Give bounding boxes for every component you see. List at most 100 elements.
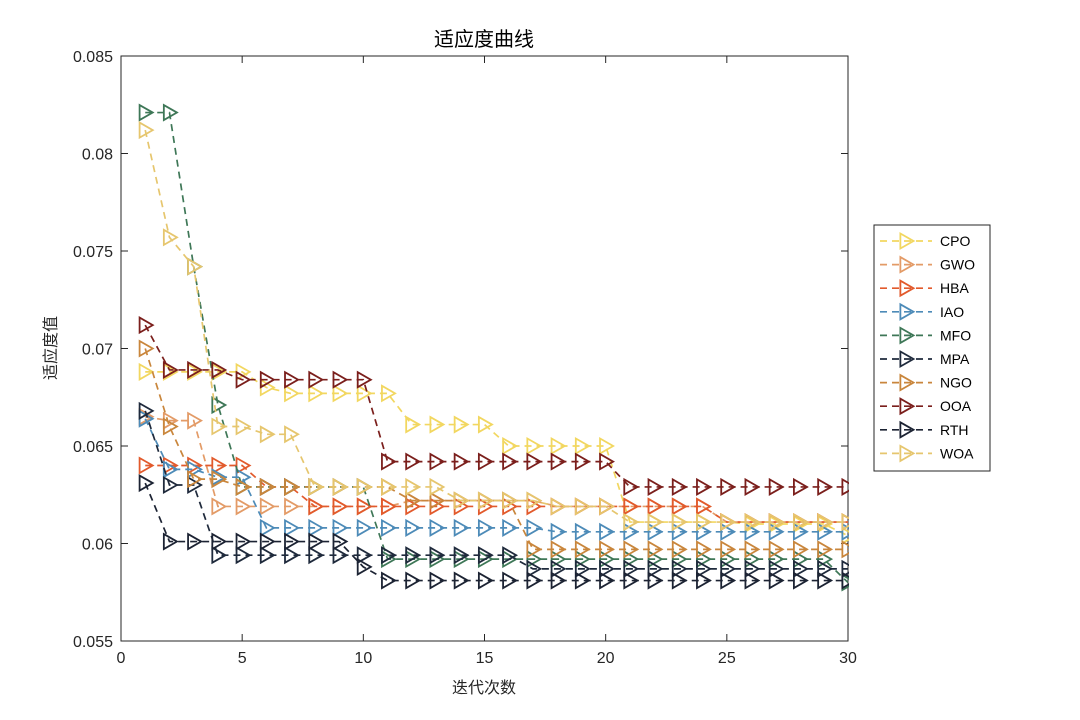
data-point-marker xyxy=(502,518,519,537)
data-point-marker xyxy=(429,518,446,537)
data-point-marker xyxy=(526,559,543,578)
data-point-marker xyxy=(477,491,494,510)
data-point-marker xyxy=(381,546,397,565)
data-point-marker xyxy=(235,546,252,565)
data-point-marker xyxy=(671,522,688,541)
data-point-marker xyxy=(405,491,422,510)
data-point-marker xyxy=(768,559,785,578)
data-point-marker xyxy=(235,468,252,487)
series-line xyxy=(145,415,848,523)
data-point-marker xyxy=(647,477,664,497)
data-point-marker xyxy=(526,452,543,471)
x-tick-label: 30 xyxy=(839,650,857,667)
legend-label: HBA xyxy=(940,280,969,296)
data-point-marker xyxy=(720,559,737,578)
data-point-marker xyxy=(720,540,737,559)
data-point-marker xyxy=(744,522,761,541)
data-point-marker xyxy=(647,540,664,559)
data-point-marker xyxy=(138,473,155,493)
data-point-marker xyxy=(405,452,422,471)
data-point-marker xyxy=(405,518,422,537)
data-point-marker xyxy=(284,546,300,565)
data-point-marker xyxy=(211,417,228,436)
data-point-marker xyxy=(502,452,519,471)
data-point-marker xyxy=(647,522,664,541)
data-point-marker xyxy=(768,522,785,541)
data-point-marker xyxy=(720,550,737,569)
data-point-marker xyxy=(332,532,349,551)
data-point-marker xyxy=(744,477,761,497)
data-point-marker xyxy=(720,477,737,497)
data-point-marker xyxy=(477,571,494,590)
data-point-marker xyxy=(332,477,349,497)
data-point-marker xyxy=(259,518,276,537)
data-point-marker xyxy=(671,559,688,578)
series-line xyxy=(145,371,849,537)
data-point-marker xyxy=(356,557,373,576)
data-point-marker xyxy=(574,452,591,471)
data-point-marker xyxy=(550,550,567,569)
data-point-marker xyxy=(332,518,349,537)
data-point-marker xyxy=(259,425,276,444)
data-point-marker xyxy=(526,491,543,510)
data-point-marker xyxy=(599,540,615,559)
data-point-marker xyxy=(477,452,494,471)
legend-item-gwo: GWO xyxy=(880,255,975,274)
data-point-marker xyxy=(477,415,494,434)
data-point-marker xyxy=(235,532,252,551)
data-point-marker xyxy=(720,512,737,532)
data-point-marker xyxy=(187,470,204,489)
y-tick-label: 0.07 xyxy=(82,342,113,359)
data-point-marker xyxy=(623,550,640,569)
data-point-marker xyxy=(308,497,325,516)
data-point-marker xyxy=(235,497,252,516)
data-point-marker xyxy=(647,571,664,590)
legend-item-cpo: CPO xyxy=(880,231,970,251)
data-point-marker xyxy=(138,401,155,420)
legend-item-mfo: MFO xyxy=(880,326,971,345)
data-point-marker xyxy=(550,540,567,559)
legend-marker xyxy=(899,279,916,298)
data-point-marker xyxy=(356,477,373,497)
data-point-marker xyxy=(308,477,325,497)
data-point-marker xyxy=(453,452,470,471)
data-point-marker xyxy=(574,497,591,516)
data-point-marker xyxy=(429,452,446,471)
legend-item-rth: RTH xyxy=(880,420,969,439)
legend-marker xyxy=(899,255,916,274)
data-point-marker xyxy=(453,415,470,434)
data-point-marker xyxy=(259,370,276,389)
legend-label: OOA xyxy=(940,398,972,414)
data-point-marker xyxy=(671,540,688,559)
data-point-marker xyxy=(793,477,809,497)
data-point-marker xyxy=(138,456,155,475)
data-point-marker xyxy=(405,415,422,434)
data-point-marker xyxy=(696,497,712,516)
data-point-marker xyxy=(647,497,664,516)
data-point-marker xyxy=(550,497,567,516)
data-point-marker xyxy=(356,384,373,403)
legend-marker xyxy=(899,231,916,251)
data-point-marker xyxy=(599,436,615,456)
data-point-marker xyxy=(526,518,543,537)
data-point-marker xyxy=(211,456,228,475)
legend-item-iao: IAO xyxy=(880,302,964,321)
data-point-marker xyxy=(768,571,785,590)
legend-label: WOA xyxy=(940,445,974,461)
x-tick-label: 25 xyxy=(718,650,736,667)
data-point-marker xyxy=(647,550,664,569)
series-line xyxy=(144,410,848,570)
data-point-marker xyxy=(308,370,325,389)
data-point-marker xyxy=(623,540,640,559)
y-axis-label: 适应度值 xyxy=(41,316,60,380)
data-point-marker xyxy=(671,477,688,497)
data-point-marker xyxy=(211,470,228,489)
data-point-marker xyxy=(308,546,325,565)
data-point-marker xyxy=(138,121,155,140)
data-point-marker xyxy=(696,540,712,559)
series-line xyxy=(144,482,848,582)
data-point-marker xyxy=(550,522,567,541)
data-point-marker xyxy=(526,550,543,569)
data-point-marker xyxy=(574,571,591,590)
